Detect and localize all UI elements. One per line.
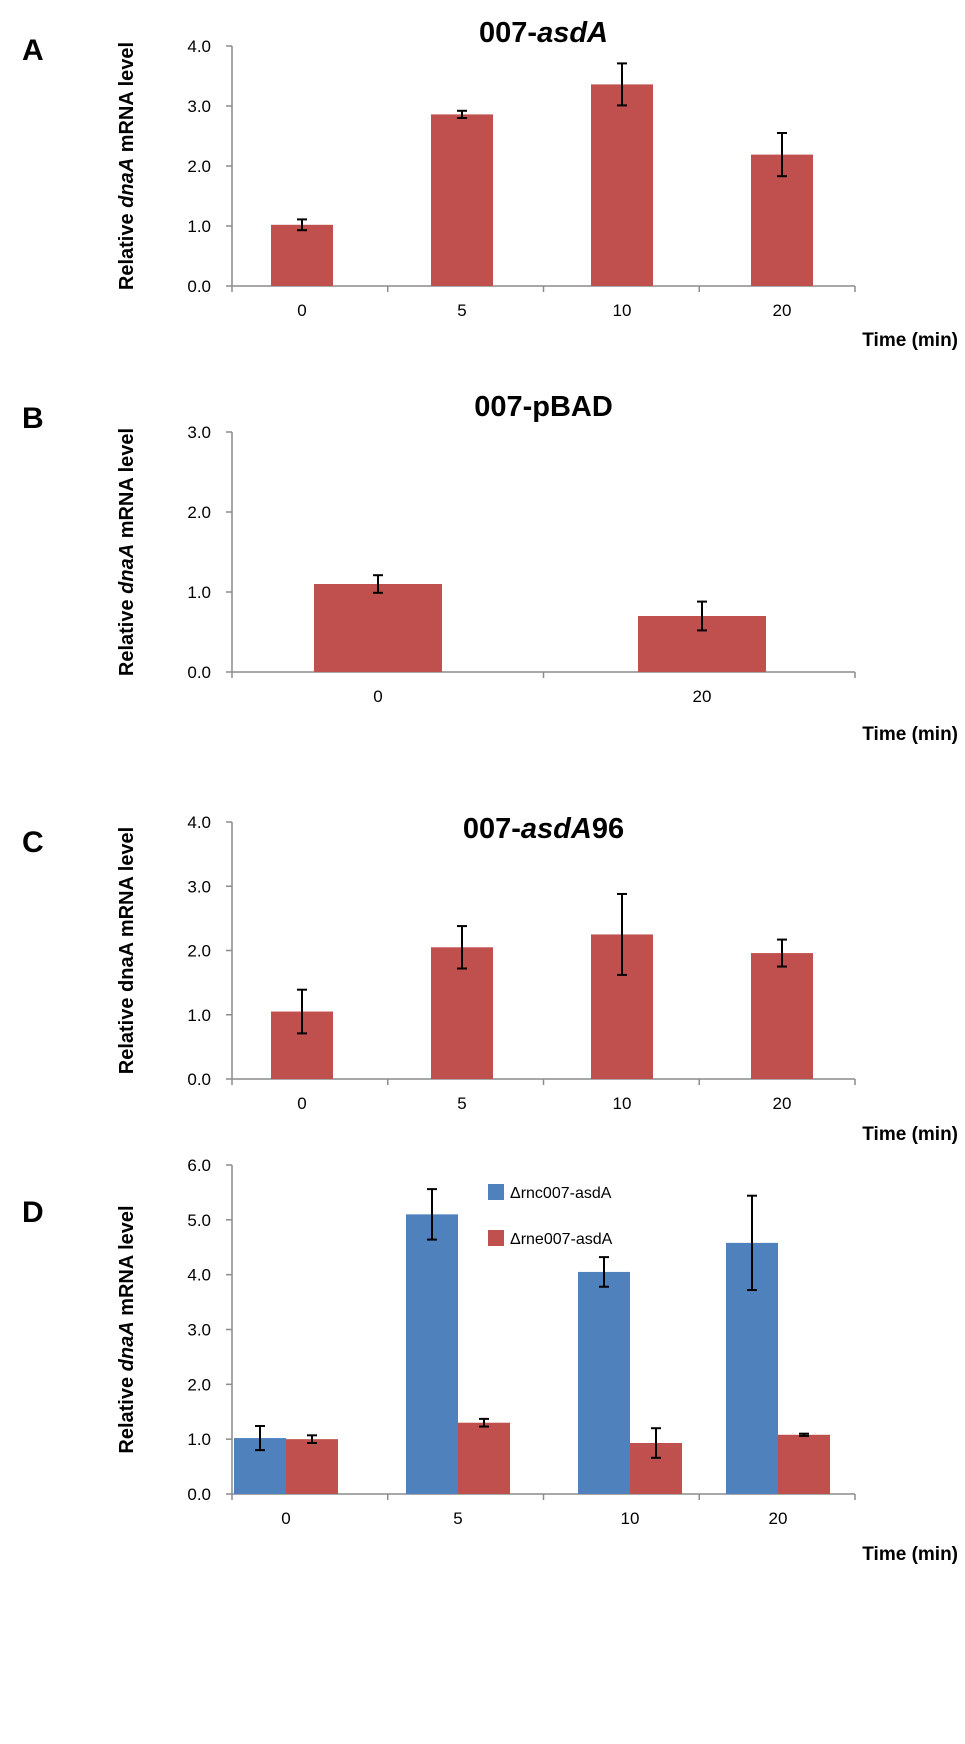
y-axis-label: Relative dnaA mRNA level <box>116 42 138 290</box>
y-tick-label: 1.0 <box>187 583 211 602</box>
chart-title: 007-asdA96 <box>463 813 624 845</box>
text-part: 007- <box>479 17 537 49</box>
y-tick-label: 2.0 <box>187 1375 211 1394</box>
y-tick-label: 3.0 <box>187 877 211 896</box>
x-axis-label: Time (min) <box>862 1544 958 1565</box>
x-axis-label: Time (min) <box>862 330 958 351</box>
text-part: Relative <box>116 594 138 676</box>
chart-panel-c: C 007-asdA96 0.0 1.0 2.0 3.0 4.0 0 5 10 20 Time (mi… <box>22 813 958 1145</box>
chart-title: 007-asdA <box>479 17 608 49</box>
text-part: 007-pBAD <box>474 391 613 423</box>
chart-panel-b: B 007-pBAD 0.0 1.0 2.0 3.0 0 20 Time (min) Relati… <box>22 391 958 745</box>
bar <box>591 84 653 287</box>
x-tick-label: 5 <box>453 1509 462 1528</box>
y-tick-label: 0.0 <box>187 277 211 296</box>
chart-title: 007-pBAD <box>474 391 613 423</box>
text-part: asdA <box>537 17 608 49</box>
y-tick-label: 4.0 <box>187 1266 211 1285</box>
x-tick-label: 20 <box>773 1094 792 1113</box>
text-part: Relative <box>116 1371 138 1453</box>
legend-label: Δrnc007-asdA <box>510 1185 612 1202</box>
x-tick-label: 20 <box>769 1509 788 1528</box>
bar <box>751 953 813 1079</box>
text-part: dnaA <box>116 1321 138 1371</box>
legend-swatch <box>488 1184 504 1200</box>
y-axis-label: Relative dnaA mRNA level <box>116 827 138 1075</box>
text-part: mRNA level <box>116 1205 138 1321</box>
x-tick-label: 0 <box>281 1509 290 1528</box>
legend-swatch <box>488 1230 504 1246</box>
y-tick-label: 4.0 <box>187 813 211 832</box>
panel-letter: A <box>22 34 44 67</box>
x-tick-label: 0 <box>297 1094 306 1113</box>
y-tick-label: 5.0 <box>187 1211 211 1230</box>
legend-label: Δrne007-asdA <box>510 1231 613 1248</box>
y-tick-label: 0.0 <box>187 1485 211 1504</box>
bar <box>286 1439 338 1494</box>
panel-letter: B <box>22 402 44 435</box>
x-axis-label: Time (min) <box>862 1124 958 1145</box>
text-part: Relative dnaA mRNA level <box>116 827 138 1075</box>
text-part: mRNA level <box>116 428 138 544</box>
text-part: mRNA level <box>116 42 138 158</box>
y-tick-label: 3.0 <box>187 423 211 442</box>
y-tick-label: 0.0 <box>187 663 211 682</box>
y-tick-label: 2.0 <box>187 942 211 961</box>
panel-letter: C <box>22 826 44 859</box>
bar <box>271 224 333 286</box>
text-part: Relative <box>116 208 138 290</box>
y-tick-label: 0.0 <box>187 1070 211 1089</box>
y-axis-label: Relative dnaA mRNA level <box>116 1205 138 1453</box>
bar <box>578 1271 630 1494</box>
text-part: asdA <box>521 813 592 845</box>
bar <box>778 1434 830 1494</box>
y-tick-label: 3.0 <box>187 1321 211 1340</box>
y-tick-label: 6.0 <box>187 1156 211 1175</box>
x-tick-label: 10 <box>613 1094 632 1113</box>
chart-panel-a: A 007-asdA 0.0 1.0 2.0 3.0 4.0 0 5 10 20 Time (min)… <box>22 17 958 351</box>
y-tick-label: 1.0 <box>187 1430 211 1449</box>
x-tick-label: 0 <box>297 301 306 320</box>
x-tick-label: 20 <box>773 301 792 320</box>
y-tick-label: 1.0 <box>187 1006 211 1025</box>
bar <box>431 114 493 287</box>
y-axis-label: Relative dnaA mRNA level <box>116 428 138 676</box>
x-tick-label: 5 <box>457 1094 466 1113</box>
text-part: dnaA <box>116 158 138 208</box>
x-tick-label: 20 <box>693 687 712 706</box>
y-tick-label: 4.0 <box>187 37 211 56</box>
bar <box>314 584 442 672</box>
x-axis-label: Time (min) <box>862 724 958 745</box>
x-tick-label: 5 <box>457 301 466 320</box>
bar <box>406 1214 458 1494</box>
bar <box>458 1422 510 1494</box>
x-tick-label: 10 <box>613 301 632 320</box>
y-tick-label: 2.0 <box>187 503 211 522</box>
text-part: dnaA <box>116 544 138 594</box>
text-part: 007- <box>463 813 521 845</box>
chart-panel-d: D 0.0 1.0 2.0 3.0 4.0 5.0 6.0 0 5 10 20 Time (min) Re… <box>22 1156 958 1565</box>
text-part: 96 <box>592 813 624 845</box>
y-tick-label: 2.0 <box>187 157 211 176</box>
x-tick-label: 10 <box>621 1509 640 1528</box>
y-tick-label: 1.0 <box>187 217 211 236</box>
x-tick-label: 0 <box>373 687 382 706</box>
y-tick-label: 3.0 <box>187 97 211 116</box>
panel-letter: D <box>22 1196 44 1229</box>
